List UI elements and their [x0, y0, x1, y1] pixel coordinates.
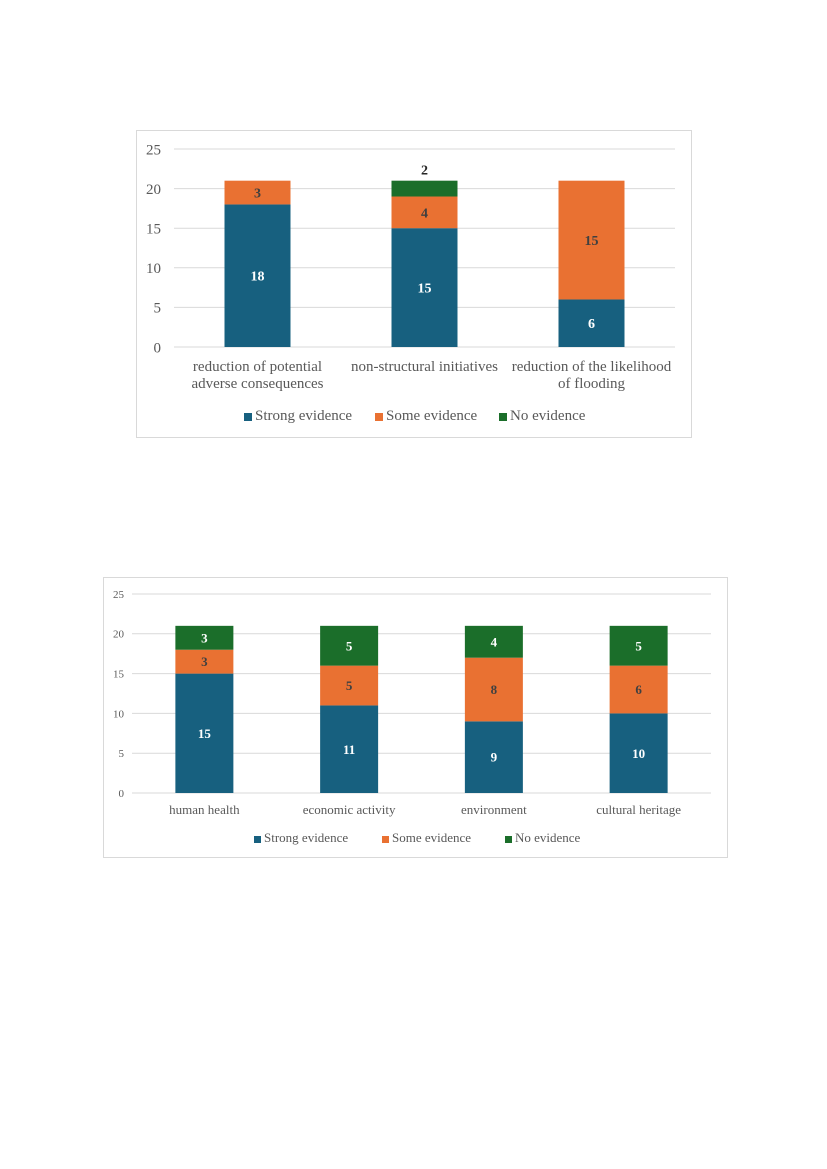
bar-segment: [175, 673, 234, 793]
category-label: environment: [461, 802, 527, 817]
legend-label: Strong evidence: [255, 408, 352, 424]
bar-segment: [320, 705, 379, 793]
data-label: 6: [588, 317, 595, 332]
data-label: 4: [421, 206, 428, 221]
legend-swatch: [375, 413, 383, 421]
chart-1-svg: 0 5 10 15 20 25 18 3 reduction of potentialadver…: [146, 142, 675, 424]
bar-segment: [609, 713, 668, 793]
y-tick-label: 5: [119, 748, 125, 760]
bar-segment: [391, 196, 458, 229]
legend-swatch: [254, 836, 261, 843]
legend-swatch: [505, 836, 512, 843]
bar-segment: [391, 228, 458, 347]
bar-segment: [464, 625, 523, 658]
y-tick-label: 25: [146, 142, 161, 158]
data-label: 18: [251, 270, 265, 285]
data-label: 3: [201, 630, 208, 645]
bar-segment: [175, 649, 234, 674]
legend-label: Some evidence: [392, 830, 471, 845]
bar-segment: [391, 180, 458, 197]
chart-2-svg: 0 5 10 15 20 25 15 3 3 human health 11 5 5 economic a…: [113, 589, 711, 845]
data-label: 5: [346, 678, 353, 693]
bar-segment: [224, 204, 291, 347]
legend-label: No evidence: [510, 408, 586, 424]
bar-segment: [464, 721, 523, 793]
data-label: 2: [421, 164, 428, 179]
legend-label: Strong evidence: [264, 830, 348, 845]
data-label: 11: [343, 742, 355, 757]
category-label: adverse consequences: [191, 376, 323, 392]
y-tick-label: 15: [113, 668, 125, 680]
category-label: human health: [169, 802, 240, 817]
data-label: 8: [491, 682, 498, 697]
y-tick-label: 5: [154, 301, 162, 317]
chart-2: 0 5 10 15 20 25 15 3 3 human health 11 5 5 economic a…: [103, 577, 728, 858]
bar-segment: [558, 180, 625, 300]
y-tick-label: 15: [146, 221, 161, 237]
data-label: 10: [632, 746, 645, 761]
category-label: reduction of the likelihood: [512, 359, 672, 375]
data-label: 4: [491, 634, 498, 649]
legend-swatch: [499, 413, 507, 421]
bar-segment: [464, 657, 523, 722]
y-tick-label: 0: [154, 340, 162, 356]
data-label: 3: [201, 654, 208, 669]
category-label: economic activity: [303, 802, 396, 817]
data-label: 15: [585, 234, 599, 249]
y-tick-label: 20: [146, 182, 161, 198]
bar-segment: [224, 180, 291, 205]
category-label: non-structural initiatives: [351, 359, 498, 375]
legend-swatch: [244, 413, 252, 421]
data-label: 15: [418, 282, 432, 297]
y-tick-label: 25: [113, 589, 125, 601]
bar-segment: [320, 665, 379, 706]
y-tick-label: 0: [119, 788, 125, 800]
y-tick-label: 10: [113, 708, 125, 720]
y-tick-label: 20: [113, 629, 125, 641]
legend-label: No evidence: [515, 830, 581, 845]
y-tick-label: 10: [146, 261, 161, 277]
data-label: 9: [491, 750, 498, 765]
bar-segment: [609, 665, 668, 714]
bar-segment: [558, 299, 625, 347]
chart-1: 0 5 10 15 20 25 18 3 reduction of potential adver…: [136, 130, 692, 438]
bar-segment: [175, 625, 234, 650]
legend-swatch: [382, 836, 389, 843]
data-label: 5: [635, 638, 642, 653]
bar-segment: [609, 625, 668, 666]
legend-label: Some evidence: [386, 408, 478, 424]
category-label: reduction of potential: [193, 359, 322, 375]
bar-segment: [320, 625, 379, 666]
data-label: 5: [346, 638, 353, 653]
data-label: 15: [198, 726, 212, 741]
data-label: 3: [254, 186, 261, 201]
category-label: cultural heritage: [596, 802, 681, 817]
category-label: of flooding: [558, 376, 626, 392]
data-label: 6: [635, 682, 642, 697]
